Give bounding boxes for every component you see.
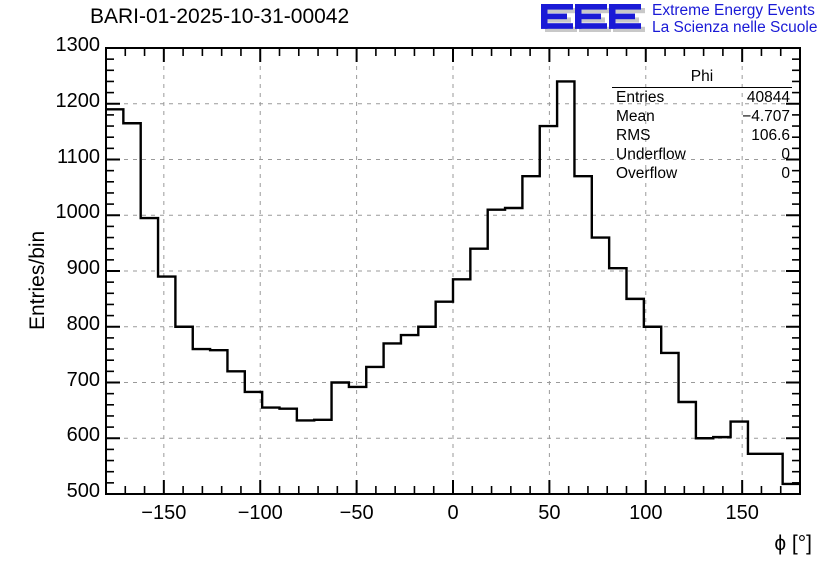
statistics-label: Mean (616, 108, 655, 125)
x-tick-label: 50 (538, 502, 561, 524)
y-axis-title: Entries/bin (26, 230, 49, 330)
statistics-row: Mean −4.707 (612, 107, 792, 126)
eee-logo-line1: Extreme Energy Events (652, 2, 815, 19)
statistics-label: RMS (616, 127, 651, 144)
statistics-row: Overflow 0 (612, 164, 792, 183)
x-tick-label: −100 (237, 502, 283, 524)
x-axis-title: ϕ [°] (774, 532, 812, 555)
statistics-value: 0 (781, 146, 790, 163)
y-tick-label: 1300 (55, 34, 101, 56)
statistics-value: 0 (781, 165, 790, 182)
statistics-row: Underflow 0 (612, 145, 792, 164)
x-tick-label: −150 (141, 502, 187, 524)
eee-logo-line2: La Scienza nelle Scuole (652, 19, 818, 36)
plot-frame (105, 47, 801, 495)
y-tick-label: 1200 (55, 89, 101, 112)
x-tick-label: −50 (339, 502, 374, 524)
y-tick-label: 500 (66, 480, 100, 502)
statistics-value: 106.6 (751, 127, 790, 144)
y-tick-label: 900 (66, 257, 100, 279)
statistics-label: Underflow (616, 146, 686, 163)
statistics-value: 40844 (746, 89, 790, 106)
statistics-title: Phi (612, 68, 792, 88)
statistics-label: Overflow (616, 165, 678, 182)
y-tick-label: 600 (66, 424, 100, 447)
page-title: BARI-01-2025-10-31-00042 (90, 5, 350, 28)
y-tick-label: 1100 (56, 145, 100, 168)
eee-logo-text: Extreme Energy Events La Scienza nelle S… (652, 2, 817, 36)
statistics-box: Phi Entries 40844 Mean −4.707 RMS 106.6 Underf… (612, 68, 792, 183)
y-tick-label: 700 (66, 368, 100, 391)
y-tick-label: 1000 (55, 201, 101, 224)
y-tick-label: 800 (66, 312, 100, 335)
x-tick-label: 150 (725, 502, 759, 524)
x-tick-label: 0 (447, 502, 459, 524)
statistics-label: Entries (616, 89, 665, 106)
statistics-rows: Entries 40844 Mean −4.707 RMS 106.6 Underflow 0… (612, 88, 792, 183)
statistics-row: RMS 106.6 (612, 126, 792, 145)
statistics-value: −4.707 (742, 108, 790, 125)
eee-logo: Extreme Energy Events La Scienza nelle S… (540, 2, 832, 38)
x-tick-label: 100 (629, 502, 663, 524)
eee-logo-mark (541, 4, 645, 32)
statistics-row: Entries 40844 (612, 88, 792, 107)
histogram-step-line (106, 80, 800, 486)
